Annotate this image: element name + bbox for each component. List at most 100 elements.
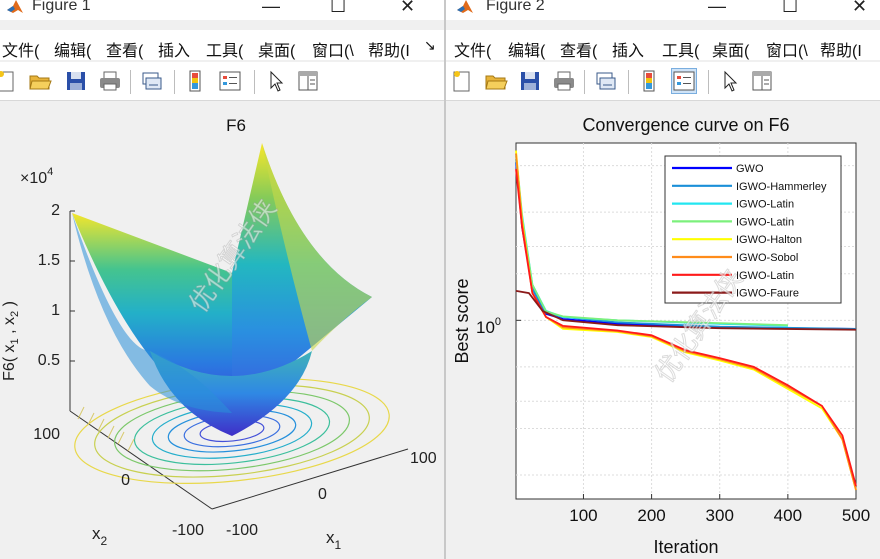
x-tick-label: -100 [226, 522, 258, 539]
y-axis-label: x2 [92, 524, 108, 548]
z-axis-ticks [70, 210, 75, 362]
toolbar-separator [130, 70, 131, 94]
y-tick-label: 100 [33, 426, 60, 443]
menu-window[interactable]: 窗口(\ [312, 43, 354, 60]
open-file-icon[interactable] [28, 69, 52, 93]
legend-label: IGWO-Faure [736, 288, 799, 300]
legend-label: IGWO-Latin [736, 199, 794, 211]
menu-window[interactable]: 窗口(\ [766, 43, 808, 60]
toolbar-separator [254, 70, 255, 94]
y-tick-label: -100 [172, 522, 204, 539]
z-axis-label: F6( x1 , x2 ) [1, 301, 21, 381]
print-icon[interactable] [552, 69, 576, 93]
maximize-button[interactable]: ☐ [782, 0, 799, 16]
x-axis-label: x1 [326, 528, 342, 552]
new-figure-icon[interactable] [450, 69, 474, 93]
menu-desktop[interactable]: 桌面( [712, 43, 750, 60]
toolbar-separator [174, 70, 175, 94]
surface-bowl [72, 143, 372, 436]
convergence-chart[interactable]: 100 200 300 400 500 Convergence curve on F6 … [446, 101, 880, 559]
figure-1-title: Figure 1 [32, 0, 91, 14]
menu-help[interactable]: 帮助(I [368, 43, 410, 60]
property-inspector-icon[interactable] [296, 69, 320, 93]
maximize-button[interactable]: ☐ [330, 0, 347, 16]
save-icon[interactable] [64, 69, 88, 93]
colorbar-icon[interactable] [638, 69, 662, 93]
legend-label: GWO [736, 163, 764, 175]
axes-title: F6 [226, 116, 246, 135]
z-multiplier: ×104 [20, 166, 53, 187]
figure-2-plot-area[interactable]: 100 200 300 400 500 Convergence curve on F6 … [446, 101, 880, 559]
menu-tools[interactable]: 工具( [662, 43, 700, 60]
figure-2-menubar: 文件( 编辑( 查看( 插入 工具( 桌面( 窗口(\ 帮助(I [446, 30, 880, 60]
x-axis-ticks: 100 200 300 400 500 [516, 319, 870, 525]
legend[interactable]: GWO IGWO-Hammerley IGWO-Latin IGWO-Latin IGW… [664, 155, 842, 304]
close-button[interactable]: ✕ [400, 0, 416, 16]
menu-help[interactable]: 帮助(I [820, 43, 862, 60]
x-tick-label: 300 [706, 506, 734, 525]
figure-1-toolbar [0, 62, 444, 101]
matlab-logo-icon [7, 0, 23, 13]
toolbar-separator [584, 70, 585, 94]
x-tick-label: 100 [569, 506, 597, 525]
contour-edge-marks [77, 406, 135, 452]
menu-view[interactable]: 查看( [106, 43, 144, 60]
x-tick-label: 500 [842, 506, 870, 525]
close-button[interactable]: ✕ [852, 0, 868, 16]
print-icon[interactable] [98, 69, 122, 93]
figure-1-window: Figure 1 — ☐ ✕ 文件( 编辑( 查看( 插入 工具( 桌面( 窗口… [0, 0, 444, 559]
menu-insert[interactable]: 插入 [612, 43, 645, 60]
menu-overflow-arrow[interactable]: ↘ [424, 37, 436, 53]
pointer-icon[interactable] [264, 69, 288, 93]
minimize-button[interactable]: — [262, 0, 280, 16]
legend-label: IGWO-Hammerley [736, 181, 827, 193]
legend-icon[interactable] [218, 69, 242, 93]
legend-label: IGWO-Latin [736, 216, 794, 228]
y-tick-label: 0 [121, 472, 130, 489]
x-tick-label: 200 [637, 506, 665, 525]
menu-view[interactable]: 查看( [560, 43, 598, 60]
legend-icon[interactable] [671, 68, 697, 94]
figure-1-plot-area[interactable]: F6 ×104 2 1.5 1 0.5 F6( x1 , x2 ) 100 0 … [0, 101, 444, 559]
figure-1-titlebar[interactable]: Figure 1 — ☐ ✕ [0, 0, 444, 20]
matlab-logo-icon [457, 0, 473, 13]
surface-plot[interactable]: F6 ×104 2 1.5 1 0.5 F6( x1 , x2 ) 100 0 … [0, 101, 444, 559]
menu-file[interactable]: 文件( [454, 43, 492, 60]
legend-label: IGWO-Halton [736, 234, 802, 246]
x-tick-label: 0 [318, 486, 327, 503]
menu-edit[interactable]: 编辑( [508, 43, 546, 60]
series-lines [515, 150, 857, 491]
menu-tools[interactable]: 工具( [206, 43, 244, 60]
open-file-icon[interactable] [484, 69, 508, 93]
link-plot-icon[interactable] [594, 69, 618, 93]
menu-file[interactable]: 文件( [2, 43, 40, 60]
save-icon[interactable] [518, 69, 542, 93]
menu-insert[interactable]: 插入 [158, 43, 191, 60]
y-axis-label: Best score [452, 278, 472, 363]
figure-2-titlebar[interactable]: Figure 2 — ☐ ✕ [446, 0, 880, 20]
legend-label: IGWO-Latin [736, 270, 794, 282]
new-figure-icon[interactable] [0, 69, 18, 93]
z-tick-label: 1.5 [38, 252, 60, 269]
window-divider [444, 0, 446, 559]
x-axis-label: Iteration [653, 537, 718, 557]
pointer-icon[interactable] [718, 69, 742, 93]
link-plot-icon[interactable] [140, 69, 164, 93]
y-tick-label: 100 [476, 316, 501, 337]
series-line [515, 169, 857, 487]
minimize-button[interactable]: — [708, 0, 726, 16]
x-tick-label: 100 [410, 450, 437, 467]
colorbar-icon[interactable] [184, 69, 208, 93]
figure-2-toolbar [446, 62, 880, 101]
z-tick-label: 2 [51, 202, 60, 219]
z-tick-label: 0.5 [38, 352, 60, 369]
menu-edit[interactable]: 编辑( [54, 43, 92, 60]
x-tick-label: 400 [774, 506, 802, 525]
legend-label: IGWO-Sobol [736, 252, 798, 264]
figure-2-title: Figure 2 [486, 0, 545, 14]
chart-title: Convergence curve on F6 [582, 115, 789, 135]
menu-desktop[interactable]: 桌面( [258, 43, 296, 60]
property-inspector-icon[interactable] [750, 69, 774, 93]
figure-2-window: Figure 2 — ☐ ✕ 文件( 编辑( 查看( 插入 工具( 桌面( 窗口… [446, 0, 880, 559]
figure-1-menubar: 文件( 编辑( 查看( 插入 工具( 桌面( 窗口(\ 帮助(I ↘ [0, 30, 444, 60]
